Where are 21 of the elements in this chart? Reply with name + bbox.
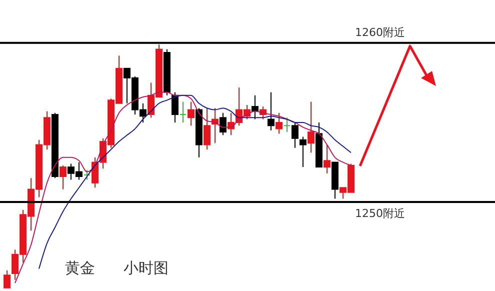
candlestick <box>204 108 210 150</box>
candlestick <box>276 112 282 134</box>
ref-line-label: 1260附近 <box>355 26 405 39</box>
ref-line-label: 1250附近 <box>355 206 405 220</box>
candlestick <box>220 112 226 136</box>
candlestick <box>92 156 98 188</box>
candlestick <box>180 101 186 123</box>
candlestick <box>300 136 306 168</box>
candlestick <box>84 170 90 180</box>
candlestick <box>284 117 290 132</box>
candlestick <box>324 144 330 174</box>
candlestick <box>188 101 194 126</box>
candlestick <box>4 270 10 288</box>
annotation: 黄金 <box>65 259 95 277</box>
candlestick <box>292 122 298 148</box>
candlestick <box>60 164 66 190</box>
candlestick <box>308 101 314 154</box>
candlestick <box>172 92 178 123</box>
candlestick <box>252 94 258 120</box>
candlestick <box>268 92 274 131</box>
annotation: 小时图 <box>124 259 168 277</box>
